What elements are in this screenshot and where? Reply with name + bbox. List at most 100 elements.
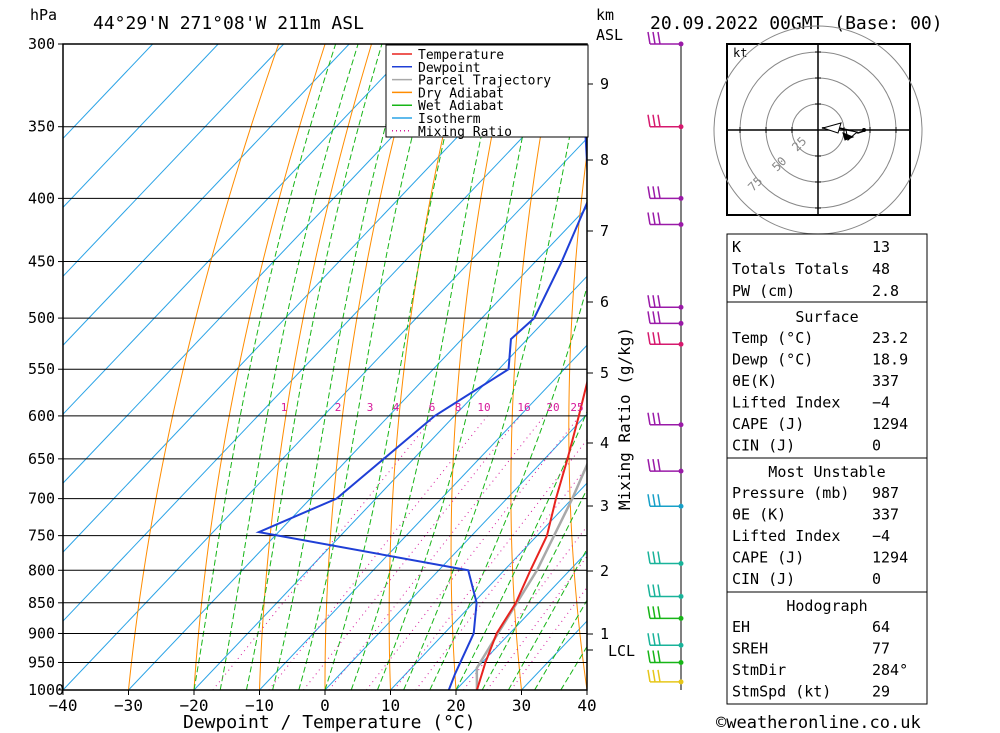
most-unstable-title: Most Unstable — [768, 463, 885, 481]
surface-row-value: −4 — [872, 394, 890, 412]
dry-adiabat-line — [929, 44, 1000, 690]
dewpoint-line — [255, 44, 587, 690]
isotherm-line — [63, 44, 350, 346]
isotherm-line — [63, 44, 481, 484]
isotherm-line — [63, 137, 587, 690]
wind-barb-flag — [652, 551, 656, 564]
wind-barb-flag — [647, 551, 651, 564]
profile-lines — [255, 44, 587, 690]
wet-adiabat-line — [350, 44, 503, 690]
isotherm-line — [193, 275, 587, 690]
wind-barb-flag — [657, 332, 661, 345]
mixing-ratio-axis-title: Mixing Ratio (g/kg) — [615, 327, 634, 510]
pressure-tick-label: 700 — [28, 490, 55, 508]
wind-barb-flag — [647, 412, 651, 425]
isotherm-line — [455, 551, 587, 690]
pressure-tick-label: 350 — [28, 118, 55, 136]
wind-barb-flag — [657, 412, 661, 425]
wind-barb-flag — [657, 551, 661, 564]
wind-barb-flag — [652, 212, 656, 225]
surface-row-label: Lifted Index — [732, 394, 840, 412]
hodograph-stats-row-label: StmDir — [732, 661, 786, 679]
wind-barb — [647, 31, 684, 47]
hodograph-stats-row-label: StmSpd (kt) — [732, 683, 831, 701]
km-tick-label: 7 — [600, 222, 609, 240]
pressure-tick-label: 550 — [28, 360, 55, 378]
mixing-ratio-label: 25 — [570, 401, 583, 414]
most-unstable-row-label: Pressure (mb) — [732, 484, 849, 502]
wind-barb-flag — [657, 212, 661, 225]
wind-barb-dot — [678, 422, 684, 428]
legend-box — [385, 44, 589, 138]
indices-hodo-box — [726, 591, 928, 705]
pressure-unit-label: hPa — [30, 6, 57, 24]
wind-barb-flag — [657, 633, 661, 646]
wind-barb-flag — [657, 186, 661, 199]
wet-adiabat-line — [507, 548, 587, 690]
wind-barb-flag — [647, 295, 651, 308]
isotherm-line — [63, 44, 285, 278]
mixing-ratio-label: 3 — [367, 401, 374, 414]
wind-barb-flag — [647, 186, 651, 199]
surface-row-value: 23.2 — [872, 329, 908, 347]
hodograph-unit: kt — [733, 46, 747, 60]
wind-barb — [647, 494, 684, 509]
temperature-tick-label: −20 — [180, 696, 209, 715]
wet-adiabat-line — [298, 44, 437, 690]
wind-barb-flag — [647, 633, 651, 646]
most-unstable-row-value: −4 — [872, 527, 890, 545]
wind-barb-dot — [678, 503, 684, 509]
wind-barb-dot — [678, 222, 684, 228]
wind-barb-flag — [652, 311, 656, 324]
indices-table: K 13 Totals Totals 48 PW (cm) 2.8 Surface Temp … — [726, 233, 928, 705]
pressure-tick-label: 300 — [28, 35, 55, 53]
wind-barb — [647, 633, 684, 648]
hodograph-stats-row-value: 77 — [872, 640, 890, 658]
wind-barb-flag — [652, 114, 656, 127]
surface-row-label: Temp (°C) — [732, 329, 813, 347]
index-row-label: PW (cm) — [732, 282, 795, 300]
mixing-ratio-label: 8 — [455, 401, 462, 414]
wind-barb-flag — [652, 458, 656, 472]
wind-barb-flag — [657, 669, 661, 683]
km-tick-label: 3 — [600, 497, 609, 515]
pressure-tick-label: 850 — [28, 594, 55, 612]
temperature-tick-label: 10 — [381, 696, 400, 715]
wind-barb-flag — [647, 212, 651, 225]
temperature-tick-label: −40 — [49, 696, 78, 715]
wind-barb-flag — [647, 332, 651, 345]
wind-barb — [647, 332, 684, 347]
asl-label: ASL — [596, 26, 623, 44]
mixing-ratio-label: 6 — [429, 401, 436, 414]
hodograph-arrow — [821, 122, 842, 134]
isotherm-line — [63, 44, 219, 209]
km-tick-label: 6 — [600, 293, 609, 311]
surface-row-label: θE(K) — [732, 372, 777, 390]
isotherm-line — [324, 413, 587, 690]
km-tick-label: 8 — [600, 151, 609, 169]
pressure-tick-label: 1000 — [28, 681, 64, 699]
most-unstable-row-value: 337 — [872, 506, 899, 524]
wind-barb-flag — [652, 412, 656, 425]
km-tick-label: 9 — [600, 75, 609, 93]
km-tick-label: 1 — [600, 625, 609, 643]
axes-labels: 3003504004505005506006507007508008509009… — [28, 35, 635, 715]
dry-adiabat-line — [975, 44, 1000, 690]
legend-label: Dry Adiabat — [418, 86, 504, 101]
wind-barb-flag — [657, 584, 661, 597]
wind-barbs — [647, 31, 684, 685]
wind-barb — [647, 650, 684, 665]
wind-barb-flag — [657, 311, 661, 324]
wind-barb-dot — [678, 468, 684, 474]
wind-barb-dot — [678, 341, 684, 347]
wind-barb-flag — [652, 494, 656, 507]
surface-row-value: 0 — [872, 437, 881, 455]
storm-motion-marker — [842, 132, 855, 141]
wind-barb-dot — [678, 593, 684, 599]
temperature-line — [476, 378, 587, 690]
hodograph-stats-row-value: 284° — [872, 661, 908, 679]
copyright: ©weatheronline.co.uk — [716, 713, 921, 733]
temperature-tick-label: −10 — [245, 696, 274, 715]
